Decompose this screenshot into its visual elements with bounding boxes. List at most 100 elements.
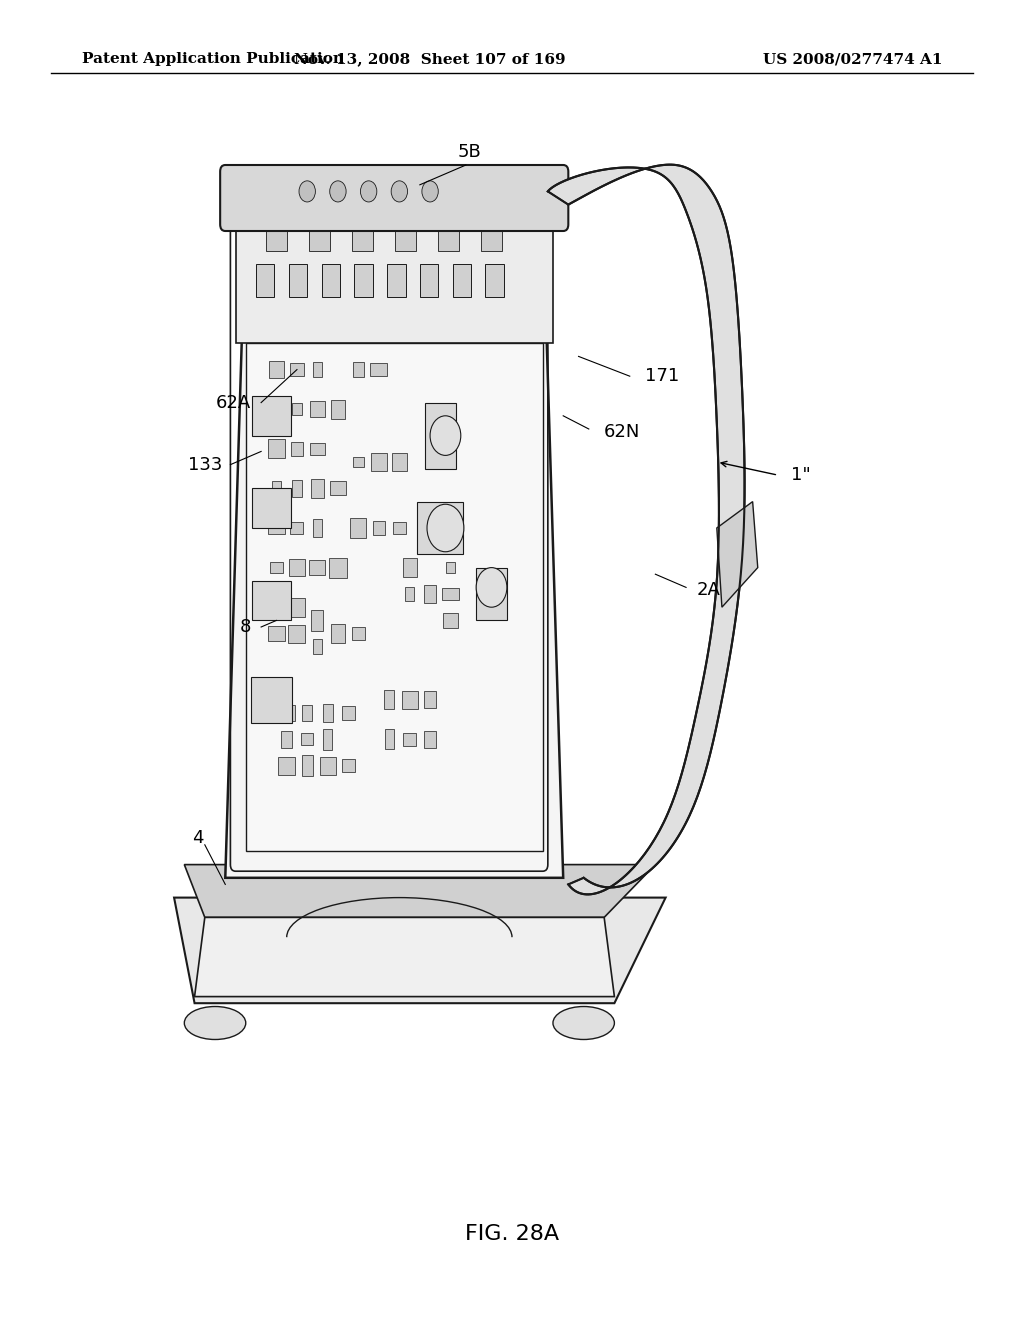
Bar bbox=[438, 227, 459, 251]
Bar bbox=[350, 517, 367, 539]
Bar bbox=[310, 442, 325, 455]
Bar bbox=[270, 401, 283, 417]
Text: Patent Application Publication: Patent Application Publication bbox=[82, 53, 344, 66]
Bar bbox=[252, 581, 291, 620]
Circle shape bbox=[476, 568, 507, 607]
Text: 5B: 5B bbox=[457, 143, 481, 161]
Bar bbox=[373, 521, 385, 535]
Bar bbox=[331, 624, 345, 643]
Bar bbox=[292, 404, 302, 414]
Text: 133: 133 bbox=[187, 455, 222, 474]
Bar bbox=[279, 705, 295, 721]
Bar bbox=[481, 227, 502, 251]
Bar bbox=[395, 227, 416, 251]
Circle shape bbox=[391, 181, 408, 202]
Bar bbox=[352, 627, 365, 640]
Bar bbox=[401, 690, 418, 709]
Polygon shape bbox=[548, 165, 744, 895]
Bar bbox=[313, 362, 322, 378]
Bar bbox=[442, 587, 459, 601]
Bar bbox=[384, 690, 394, 709]
Text: 8: 8 bbox=[240, 618, 252, 636]
Bar bbox=[256, 264, 274, 297]
Text: FIG. 28A: FIG. 28A bbox=[465, 1224, 559, 1245]
Polygon shape bbox=[225, 211, 563, 878]
Text: 171: 171 bbox=[645, 367, 679, 385]
Bar bbox=[319, 756, 336, 775]
Bar bbox=[403, 733, 416, 746]
Bar bbox=[251, 677, 292, 723]
Bar bbox=[252, 396, 291, 436]
FancyBboxPatch shape bbox=[246, 343, 543, 851]
Circle shape bbox=[427, 504, 464, 552]
Bar bbox=[289, 558, 305, 577]
Text: 4: 4 bbox=[191, 829, 204, 847]
Bar bbox=[269, 362, 284, 378]
Circle shape bbox=[430, 416, 461, 455]
Bar bbox=[387, 264, 406, 297]
Bar bbox=[310, 401, 325, 417]
Bar bbox=[280, 294, 294, 313]
Bar bbox=[393, 521, 406, 535]
Bar bbox=[289, 264, 307, 297]
Bar bbox=[272, 597, 281, 618]
Bar bbox=[331, 400, 345, 418]
Bar bbox=[425, 403, 456, 469]
Bar bbox=[322, 264, 340, 297]
Bar bbox=[312, 519, 323, 537]
Bar bbox=[406, 587, 414, 601]
Bar bbox=[323, 729, 333, 750]
Circle shape bbox=[422, 181, 438, 202]
Bar bbox=[281, 271, 293, 284]
Bar bbox=[453, 264, 471, 297]
Text: Nov. 13, 2008  Sheet 107 of 169: Nov. 13, 2008 Sheet 107 of 169 bbox=[294, 53, 566, 66]
Bar bbox=[309, 561, 326, 574]
Bar bbox=[311, 479, 324, 498]
Bar bbox=[485, 264, 504, 297]
Polygon shape bbox=[717, 502, 758, 607]
Bar bbox=[312, 639, 323, 655]
Bar bbox=[292, 479, 302, 498]
Bar bbox=[354, 264, 373, 297]
Bar bbox=[268, 521, 285, 535]
Bar bbox=[291, 523, 303, 533]
Bar bbox=[342, 705, 354, 721]
Bar bbox=[418, 502, 463, 554]
Bar bbox=[252, 488, 291, 528]
Bar bbox=[323, 704, 333, 722]
Bar bbox=[424, 731, 436, 747]
Polygon shape bbox=[195, 917, 614, 997]
Circle shape bbox=[360, 181, 377, 202]
Bar bbox=[420, 264, 438, 297]
Bar bbox=[302, 705, 312, 721]
Bar bbox=[371, 363, 387, 376]
Text: 62N: 62N bbox=[604, 422, 641, 441]
Bar bbox=[342, 759, 354, 772]
Bar bbox=[291, 442, 303, 455]
Bar bbox=[371, 453, 387, 471]
Circle shape bbox=[330, 181, 346, 202]
Bar bbox=[278, 756, 296, 775]
Bar bbox=[425, 585, 435, 603]
Text: 1": 1" bbox=[791, 466, 810, 484]
Bar bbox=[324, 296, 332, 312]
Bar bbox=[353, 362, 364, 378]
Bar bbox=[402, 558, 417, 577]
Bar bbox=[268, 626, 285, 642]
Circle shape bbox=[299, 181, 315, 202]
Bar bbox=[352, 227, 373, 251]
Bar bbox=[290, 363, 304, 376]
Bar bbox=[311, 610, 324, 631]
Bar bbox=[303, 296, 311, 312]
Bar bbox=[476, 568, 507, 620]
Bar bbox=[353, 457, 364, 467]
Bar bbox=[236, 211, 553, 343]
Bar bbox=[302, 755, 312, 776]
Bar bbox=[271, 480, 282, 496]
Text: 2A: 2A bbox=[696, 581, 720, 599]
Bar bbox=[269, 562, 284, 573]
Polygon shape bbox=[174, 898, 666, 1003]
Ellipse shape bbox=[184, 1006, 246, 1040]
Text: US 2008/0277474 A1: US 2008/0277474 A1 bbox=[763, 53, 942, 66]
Bar bbox=[330, 482, 346, 495]
